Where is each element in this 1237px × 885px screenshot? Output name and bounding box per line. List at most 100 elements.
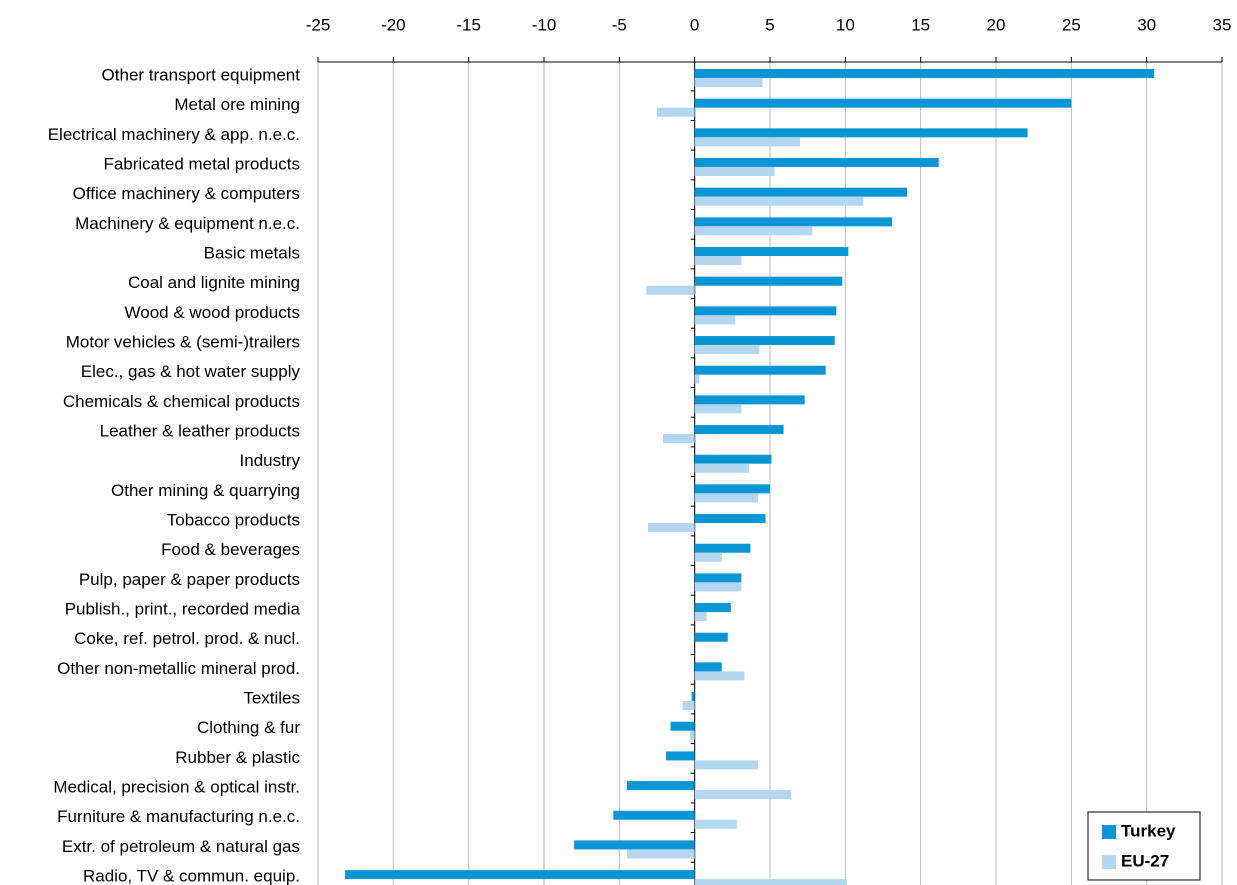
bar	[694, 374, 700, 384]
bar	[694, 158, 939, 168]
category-label: Radio, TV & commun. equip.	[83, 867, 300, 885]
category-label: Extr. of petroleum & natural gas	[62, 837, 300, 856]
category-label: Medical, precision & optical instr.	[53, 778, 300, 797]
category-label: Elec., gas & hot water supply	[81, 362, 301, 381]
bar	[691, 692, 695, 702]
bar	[694, 336, 835, 346]
bar	[345, 870, 695, 880]
category-label: Textiles	[243, 689, 300, 708]
bar	[694, 790, 792, 800]
category-label: Other non-metallic mineral prod.	[57, 659, 300, 678]
bar	[694, 632, 728, 642]
x-tick-label: 30	[1137, 15, 1156, 34]
bar	[694, 543, 751, 553]
bar	[626, 849, 695, 859]
x-tick-label: -10	[532, 15, 557, 34]
category-label: Office machinery & computers	[73, 184, 300, 203]
legend-label: EU-27	[1121, 851, 1169, 870]
bar	[666, 751, 695, 761]
category-label: Other mining & quarrying	[111, 481, 300, 500]
category-label: Leather & leather products	[100, 422, 300, 441]
bar	[646, 285, 695, 295]
bar	[694, 137, 801, 147]
bar	[694, 187, 908, 197]
bar	[613, 810, 695, 820]
bar	[657, 107, 695, 117]
bar	[694, 612, 707, 622]
bar	[690, 730, 695, 740]
bar	[670, 721, 695, 731]
bar	[682, 701, 695, 711]
category-label: Industry	[240, 451, 301, 470]
bar	[694, 603, 731, 613]
category-label: Chemicals & chemical products	[63, 392, 300, 411]
category-label: Machinery & equipment n.e.c.	[75, 214, 300, 233]
bar	[694, 98, 1072, 108]
bar	[694, 454, 772, 464]
bar	[694, 582, 742, 592]
bar	[694, 395, 805, 405]
category-label: Food & beverages	[161, 540, 300, 559]
legend-swatch	[1102, 855, 1116, 869]
bar	[694, 196, 864, 206]
category-label: Electrical machinery & app. n.e.c.	[48, 125, 300, 144]
bar	[694, 573, 742, 583]
x-tick-label: 25	[1062, 15, 1081, 34]
bar	[694, 552, 722, 562]
category-label: Other transport equipment	[102, 65, 301, 84]
bar	[626, 781, 695, 791]
bar	[694, 879, 847, 885]
bar	[694, 167, 775, 177]
category-label: Wood & wood products	[125, 303, 300, 322]
category-label: Furniture & manufacturing n.e.c.	[57, 807, 300, 826]
bar	[694, 463, 749, 473]
bar	[694, 760, 758, 770]
category-label: Basic metals	[204, 244, 300, 263]
category-label: Motor vehicles & (semi-)trailers	[66, 333, 300, 352]
bar	[694, 819, 737, 829]
x-tick-label: -20	[381, 15, 406, 34]
bar	[694, 345, 760, 355]
bar	[694, 671, 745, 681]
bar	[694, 247, 849, 257]
x-tick-label: -5	[612, 15, 627, 34]
legend-swatch	[1102, 825, 1116, 839]
x-tick-label: -25	[306, 15, 331, 34]
bar	[694, 493, 758, 503]
category-label: Clothing & fur	[197, 718, 300, 737]
x-tick-label: 35	[1213, 15, 1232, 34]
bar	[694, 484, 770, 494]
bar	[694, 217, 893, 227]
bar	[647, 523, 695, 533]
bar	[574, 840, 695, 850]
x-tick-label: 20	[987, 15, 1006, 34]
bar	[694, 69, 1155, 78]
bar	[694, 315, 736, 325]
bar	[694, 404, 742, 414]
category-label: Fabricated metal products	[103, 154, 300, 173]
x-tick-label: 10	[836, 15, 855, 34]
bar	[694, 306, 837, 316]
category-label: Tobacco products	[167, 511, 300, 530]
bar	[694, 128, 1028, 138]
x-tick-label: 15	[911, 15, 930, 34]
category-label: Rubber & plastic	[175, 748, 300, 767]
category-label: Metal ore mining	[174, 95, 300, 114]
category-label: Publish., print., recorded media	[65, 600, 301, 619]
bar	[694, 226, 813, 236]
x-tick-label: 5	[765, 15, 774, 34]
bar	[694, 425, 784, 435]
x-tick-label: 0	[690, 15, 699, 34]
category-label: Coal and lignite mining	[128, 273, 300, 292]
bar	[694, 365, 826, 375]
category-label: Pulp, paper & paper products	[79, 570, 300, 589]
bar	[694, 662, 722, 672]
bar	[694, 276, 843, 286]
bar	[694, 256, 742, 266]
bar	[663, 434, 695, 444]
legend-label: Turkey	[1121, 821, 1176, 840]
bar	[694, 78, 763, 87]
bar	[694, 514, 766, 524]
x-tick-label: -15	[456, 15, 481, 34]
